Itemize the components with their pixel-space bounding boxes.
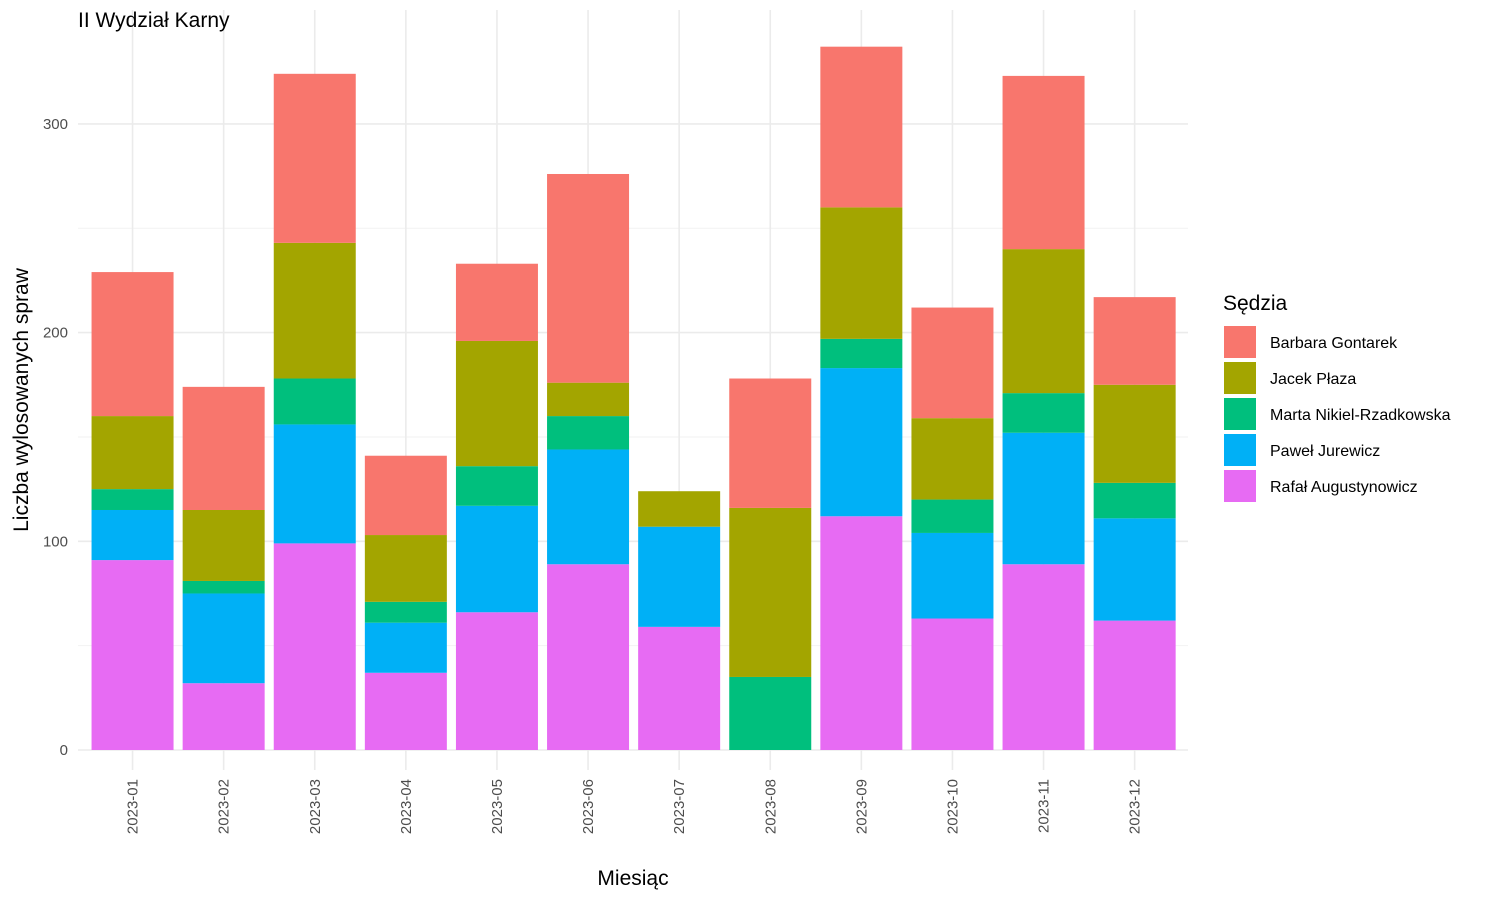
- x-tick-label: 2023-09: [853, 779, 870, 834]
- x-tick-label: 2023-11: [1036, 779, 1053, 833]
- legend-swatch-jacek-plaza: [1224, 362, 1256, 394]
- bar-segment-jacek-plaza-2023-05: [455, 340, 538, 467]
- bar-segment-rafal-augustynowicz-2023-11: [1002, 564, 1085, 750]
- bar-segment-marta-nikiel-rzadkowska-2023-10: [911, 499, 994, 533]
- bar-segment-jacek-plaza-2023-12: [1093, 384, 1176, 483]
- bar-segment-barbara-gontarek-2023-08: [729, 378, 812, 508]
- bar-segment-barbara-gontarek-2023-04: [364, 455, 447, 536]
- bar-segment-rafal-augustynowicz-2023-09: [820, 516, 903, 750]
- legend-label-pawel-jurewicz: Paweł Jurewicz: [1270, 443, 1380, 460]
- bar-segment-rafal-augustynowicz-2023-07: [638, 626, 721, 750]
- bar-segment-pawel-jurewicz-2023-11: [1002, 432, 1085, 565]
- bar-segment-marta-nikiel-rzadkowska-2023-04: [364, 601, 447, 623]
- bar-segment-marta-nikiel-rzadkowska-2023-09: [820, 338, 903, 369]
- bar-segment-rafal-augustynowicz-2023-03: [273, 543, 356, 750]
- bar-segment-rafal-augustynowicz-2023-02: [182, 683, 265, 750]
- bar-segment-jacek-plaza-2023-08: [729, 507, 812, 677]
- legend-swatch-rafal-augustynowicz: [1224, 470, 1256, 502]
- legend-title: Sędzia: [1223, 292, 1288, 315]
- x-tick-label: 2023-03: [307, 779, 324, 834]
- legend-label-rafal-augustynowicz: Rafał Augustynowicz: [1270, 479, 1418, 496]
- bar-segment-rafal-augustynowicz-2023-05: [455, 612, 538, 750]
- bar-segment-jacek-plaza-2023-10: [911, 418, 994, 500]
- axes: 0 100 200 300 2023-01 2023-02 2023-03 2023-04 20…: [43, 116, 1144, 834]
- bar-segment-pawel-jurewicz-2023-01: [91, 509, 174, 561]
- bar-segment-pawel-jurewicz-2023-06: [547, 449, 630, 565]
- bar-segment-barbara-gontarek-2023-11: [1002, 75, 1085, 250]
- x-tick-label: 2023-10: [944, 779, 961, 834]
- bar-segment-rafal-augustynowicz-2023-04: [364, 672, 447, 750]
- x-tick-label: 2023-05: [489, 779, 506, 834]
- bar-segment-jacek-plaza-2023-11: [1002, 249, 1085, 394]
- bar-segment-barbara-gontarek-2023-02: [182, 386, 265, 510]
- legend-swatch-barbara-gontarek: [1224, 326, 1256, 358]
- bar-segment-marta-nikiel-rzadkowska-2023-08: [729, 676, 812, 750]
- x-tick-label: 2023-01: [125, 779, 142, 834]
- x-axis-title: Miesiąc: [597, 867, 668, 890]
- x-tick-label: 2023-12: [1127, 779, 1144, 834]
- x-tick-label: 2023-04: [398, 779, 415, 834]
- legend-label-jacek-plaza: Jacek Płaza: [1270, 371, 1356, 388]
- bar-segment-barbara-gontarek-2023-05: [455, 263, 538, 341]
- bar-segment-barbara-gontarek-2023-01: [91, 272, 174, 417]
- bar-segment-jacek-plaza-2023-01: [91, 416, 174, 490]
- y-tick-label: 0: [60, 742, 68, 759]
- x-tick-label: 2023-07: [671, 779, 688, 834]
- bar-segment-marta-nikiel-rzadkowska-2023-02: [182, 580, 265, 594]
- bar-segment-rafal-augustynowicz-2023-10: [911, 618, 994, 750]
- bar-segment-jacek-plaza-2023-09: [820, 207, 903, 339]
- bar-segment-jacek-plaza-2023-03: [273, 242, 356, 379]
- bar-segment-rafal-augustynowicz-2023-12: [1093, 620, 1176, 750]
- bar-segment-barbara-gontarek-2023-09: [820, 46, 903, 208]
- bar-segment-jacek-plaza-2023-06: [547, 382, 630, 417]
- bar-segment-pawel-jurewicz-2023-07: [638, 526, 721, 627]
- bar-segment-barbara-gontarek-2023-06: [547, 173, 630, 383]
- bar-segment-rafal-augustynowicz-2023-01: [91, 560, 174, 750]
- bar-segment-marta-nikiel-rzadkowska-2023-11: [1002, 393, 1085, 433]
- x-tick-label: 2023-06: [580, 779, 597, 834]
- bar-segment-marta-nikiel-rzadkowska-2023-03: [273, 378, 356, 425]
- bar-segment-pawel-jurewicz-2023-03: [273, 424, 356, 544]
- legend-swatch-marta-nikiel-rzadkowska: [1224, 398, 1256, 430]
- bar-segment-barbara-gontarek-2023-03: [273, 73, 356, 243]
- bar-segment-marta-nikiel-rzadkowska-2023-05: [455, 466, 538, 506]
- bar-segment-marta-nikiel-rzadkowska-2023-06: [547, 416, 630, 450]
- legend-swatch-pawel-jurewicz: [1224, 434, 1256, 466]
- bar-segment-pawel-jurewicz-2023-05: [455, 505, 538, 613]
- bar-segment-jacek-plaza-2023-02: [182, 509, 265, 581]
- legend-label-marta-nikiel-rzadkowska: Marta Nikiel-Rzadkowska: [1270, 407, 1451, 424]
- x-tick-label: 2023-08: [762, 779, 779, 834]
- y-tick-label: 300: [43, 116, 68, 133]
- x-tick-label: 2023-02: [216, 779, 233, 834]
- bar-segment-jacek-plaza-2023-04: [364, 535, 447, 602]
- bar-segment-pawel-jurewicz-2023-10: [911, 532, 994, 619]
- y-tick-label: 200: [43, 325, 68, 342]
- bar-segment-marta-nikiel-rzadkowska-2023-12: [1093, 482, 1176, 519]
- chart-title: II Wydział Karny: [78, 9, 230, 32]
- bar-segment-marta-nikiel-rzadkowska-2023-01: [91, 489, 174, 510]
- bar-segment-jacek-plaza-2023-07: [638, 491, 721, 527]
- bar-segment-pawel-jurewicz-2023-09: [820, 368, 903, 517]
- y-axis-title: Liczba wylosowanych spraw: [10, 267, 33, 532]
- bar-segment-pawel-jurewicz-2023-04: [364, 622, 447, 673]
- legend: Sędzia Barbara Gontarek Jacek Płaza Marta …: [1223, 292, 1451, 502]
- bar-segment-pawel-jurewicz-2023-12: [1093, 518, 1176, 621]
- bar-segment-rafal-augustynowicz-2023-06: [547, 564, 630, 750]
- legend-label-barbara-gontarek: Barbara Gontarek: [1270, 335, 1398, 352]
- y-tick-label: 100: [43, 533, 68, 550]
- bars: [91, 46, 1176, 750]
- bar-segment-pawel-jurewicz-2023-02: [182, 593, 265, 684]
- bar-segment-barbara-gontarek-2023-10: [911, 307, 994, 419]
- bar-segment-barbara-gontarek-2023-12: [1093, 297, 1176, 385]
